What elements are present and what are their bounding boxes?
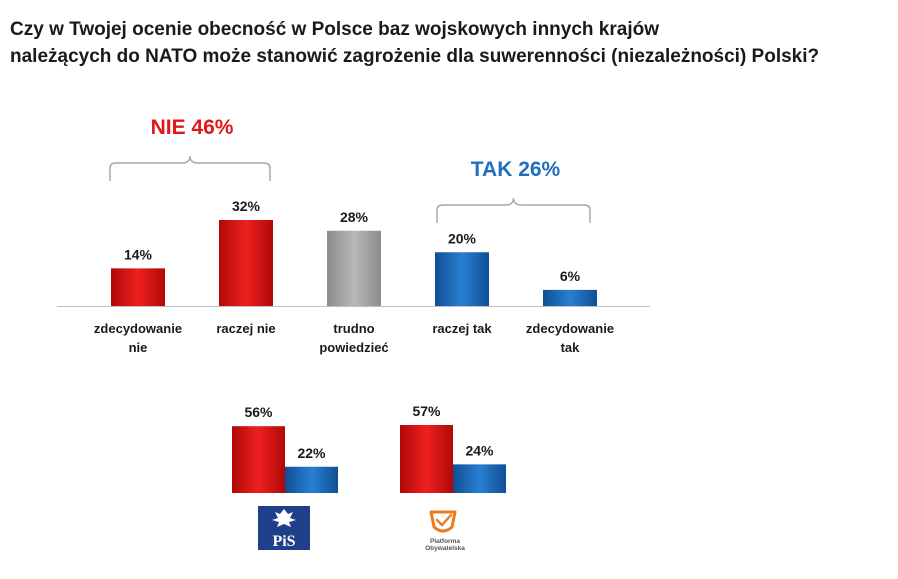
group-label-1: TAK 26% xyxy=(471,158,561,181)
data-label-4: 6% xyxy=(560,268,581,284)
bar-0 xyxy=(111,268,165,306)
po-logo-text-1: Obywatelska xyxy=(425,545,465,552)
po-shield-icon xyxy=(429,510,457,533)
bar-1 xyxy=(219,220,273,306)
chart-title-line-2: należących do NATO może stanowić zagroże… xyxy=(10,46,820,67)
party-bar-0-1 xyxy=(285,466,338,493)
group-bracket-1 xyxy=(436,197,591,223)
chart-title-line-1: Czy w Twojej ocenie obecność w Polsce ba… xyxy=(10,19,659,40)
eagle-icon xyxy=(272,509,296,527)
pis-logo-text: PiS xyxy=(272,533,295,550)
party-data-label-0-0: 56% xyxy=(244,404,273,420)
category-label-0-1: nie xyxy=(129,340,148,355)
po-logo-text-0: Platforma xyxy=(430,538,460,545)
group-bracket-0 xyxy=(109,155,271,181)
party-data-label-1-1: 24% xyxy=(465,442,494,458)
party-bar-0-0 xyxy=(232,426,285,493)
bar-4 xyxy=(543,289,597,306)
main-bar-chart: 14% zdecydowanie nie 32% raczej nie 28% trudno… xyxy=(57,116,650,355)
party-bar-1-0 xyxy=(400,425,453,493)
party-data-label-0-1: 22% xyxy=(297,445,326,461)
bar-3 xyxy=(435,252,489,306)
data-label-1: 32% xyxy=(232,198,261,214)
party-bar-1-1 xyxy=(453,464,506,493)
group-label-0: NIE 46% xyxy=(151,116,234,139)
chart-title: Czy w Twojej ocenie obecność w Polsce ba… xyxy=(10,16,890,70)
bar-2 xyxy=(327,230,381,306)
data-label-2: 28% xyxy=(340,209,369,225)
category-label-2-1: powiedzieć xyxy=(319,340,388,355)
data-label-0: 14% xyxy=(124,246,153,262)
party-data-label-1-0: 57% xyxy=(412,403,441,419)
category-label-2-0: trudno xyxy=(333,321,374,336)
category-label-0-0: zdecydowanie xyxy=(94,321,182,336)
category-label-3-0: raczej tak xyxy=(432,321,492,336)
category-label-4-1: tak xyxy=(561,340,581,355)
category-label-1-0: raczej nie xyxy=(216,321,275,336)
category-label-4-0: zdecydowanie xyxy=(526,321,614,336)
pis-logo: PiS xyxy=(258,506,310,550)
data-label-3: 20% xyxy=(448,230,477,246)
po-check-icon xyxy=(435,513,453,527)
